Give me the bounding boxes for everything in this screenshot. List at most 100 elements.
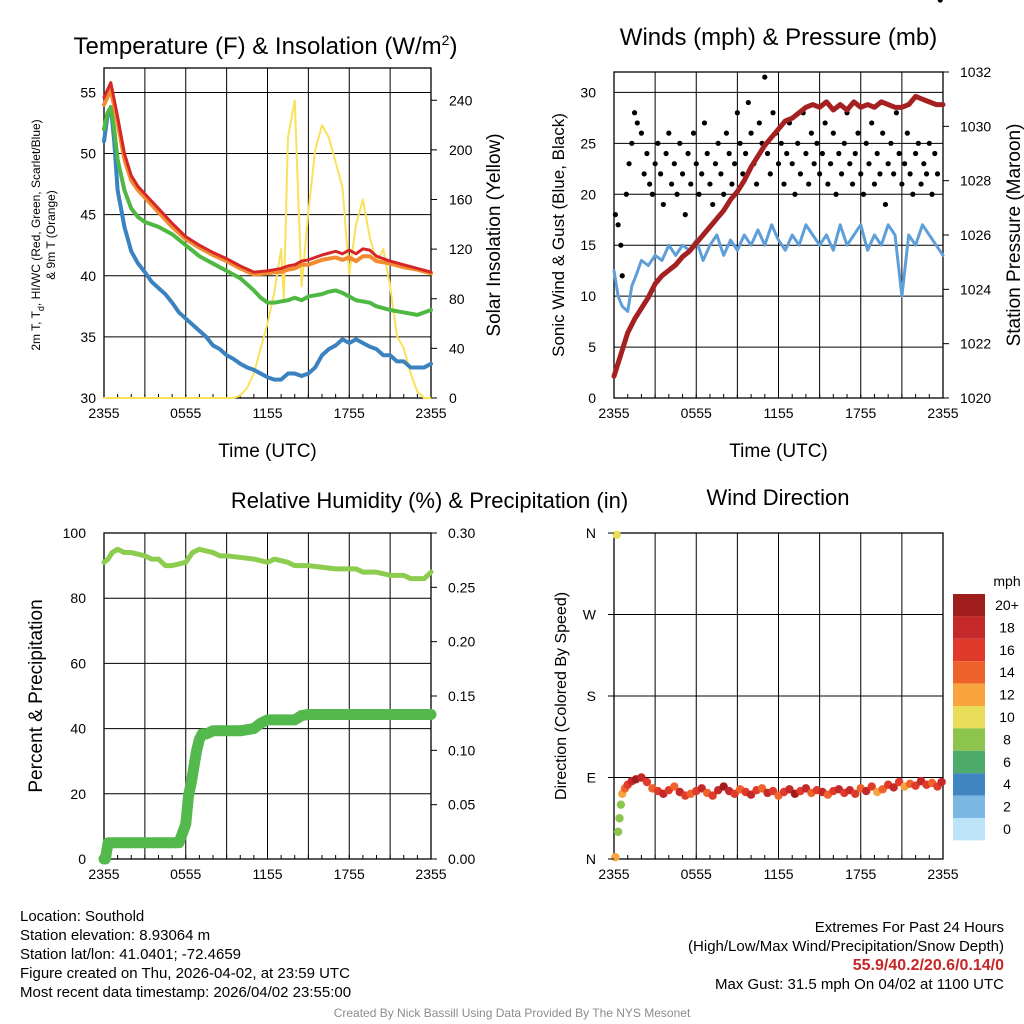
wind-gust-point [784,150,790,157]
wind-gust-point [696,191,702,197]
colorbar-label: 12 [999,687,1015,703]
wind-gust-point [775,161,782,167]
wdir-ylabel: Direction (Colored By Speed) [553,592,570,800]
wdir-title: Wind Direction [706,485,849,510]
wind-ytick-right-label: 1022 [960,336,991,352]
wind-gust-point [638,130,645,136]
credit-line: Created By Nick Bassill Using Data Provi… [333,1006,691,1020]
rh-xtick-label: 1755 [334,866,365,882]
rh-ylabel: Percent & Precipitation [26,599,47,792]
wind-gust-point [891,171,897,177]
colorbar-swatch [953,773,985,796]
wind-gust-point [893,110,899,116]
wind-gust-point [710,201,716,208]
wind-gust-point [934,171,941,177]
colorbar-swatch [953,683,985,706]
wind-gust-point [618,242,624,248]
wind-ytick-right-label: 1028 [960,173,991,189]
wind-gust-point [743,150,749,157]
colorbar-swatch [953,594,985,617]
wdir-point [613,827,623,837]
wdir-ytick-label: S [587,688,596,704]
wind-gust-point [753,181,760,187]
wind-gust-point [825,181,831,187]
wind-gust-point [737,140,743,146]
rh-xtick-label: 2355 [88,866,119,882]
colorbar-label: 4 [1003,776,1011,792]
wind-gust-point [907,171,913,177]
wind-gust-point [707,181,713,187]
temp-ylabel-rest: , HI/WC (Red, Green, Scarlet/Blue) [29,119,43,306]
temp-xlabel: Time (UTC) [218,441,317,462]
wind-gust-point [937,0,943,3]
temp-title: Temperature (F) & Insolation (W/m2) [74,32,458,60]
temp-ylabel-right: Solar Insolation (Yellow) [484,133,505,336]
wind-gust-point [932,150,938,157]
colorbar-swatch [953,728,985,751]
wind-gust-point [918,181,924,187]
wind-gust-point [655,140,661,146]
colorbar-swatch [953,750,985,774]
temp-xtick-label: 1755 [334,405,365,421]
wind-gust-point [734,110,740,116]
temp-ytick-right-label: 0 [449,390,457,406]
info-latlon: Station lat/lon: 41.0401; -72.4659 [20,946,242,963]
wind-gust-point [819,150,825,157]
wind-ylabel-right: Station Pressure (Maroon) [1004,124,1024,347]
wind-ytick-label: 30 [580,84,596,100]
wind-gust-point [723,130,730,136]
wind-gust-point [885,161,891,167]
temp-series-wind_chill [102,105,433,382]
wind-gust-point [902,161,908,167]
wind-gust-point [789,161,795,167]
wind-gust-point [814,140,820,146]
wind-gust-point [822,120,828,126]
winds-pressure-chart: 0 5 10 15 20 25 30 1020 1022 1024 1026 1028 1030 1032… [549,0,1024,462]
wind-gust-point [644,150,650,157]
wdir-point [851,789,860,798]
temp-ytick-right-label: 120 [449,241,473,257]
temp-ytick-right-label: 80 [449,291,465,307]
wind-gust-point [827,161,834,167]
wind-gust-point [852,150,858,157]
wind-gust-point [841,140,847,146]
wdir-xtick-label: 1755 [845,866,876,882]
extremes-info: Extremes For Past 24 Hours (High/Low/Max… [688,918,1004,994]
rh-ytick-label: 0 [78,851,86,867]
wdir-ytick-label: E [587,770,596,786]
wind-gust-point [677,140,683,146]
wdir-point [642,777,652,787]
wind-gust-point [699,171,705,177]
wind-gust-point [847,161,853,167]
wind-gust-point [649,191,655,197]
wind-gust-point [704,150,710,157]
rh-xtick-label: 1155 [252,866,282,882]
wind-gust-point [866,161,872,167]
rh-ytick-right-label: 0.30 [448,525,475,541]
rh-ytick-right-label: 0.20 [448,634,475,650]
extremes-title: Extremes For Past 24 Hours [814,919,1004,936]
wind-gust-point [929,191,935,197]
wind-gust-point [806,181,812,187]
wind-gust-point [729,181,735,187]
temp-ytick-label: 30 [80,390,96,406]
rh-ytick-right-label: 0.10 [448,742,475,758]
temp-ylabel-line2: & 9m T (Orange) [44,190,58,280]
wind-gust-point [693,161,699,167]
wind-gust-point [778,140,784,146]
colorbar-label: 6 [1003,754,1011,770]
temp-title-end: ) [449,33,457,60]
wdir-point [615,814,624,823]
wind-gust-point [658,171,664,177]
info-created: Figure created on Thu, 2026-04-02, at 23… [20,965,350,982]
wdir-point [889,783,898,792]
wdir-xtick-label: 0555 [681,866,712,882]
wind-series-speed [612,223,945,313]
wind-gust-point [740,171,746,177]
wind-gust-point [623,191,629,197]
wind-gust-point [634,120,640,126]
wind-gust-point [674,191,680,197]
temp-ytick-label: 40 [80,268,96,284]
wind-gust-point [921,161,927,167]
wind-gust-point [874,150,880,157]
